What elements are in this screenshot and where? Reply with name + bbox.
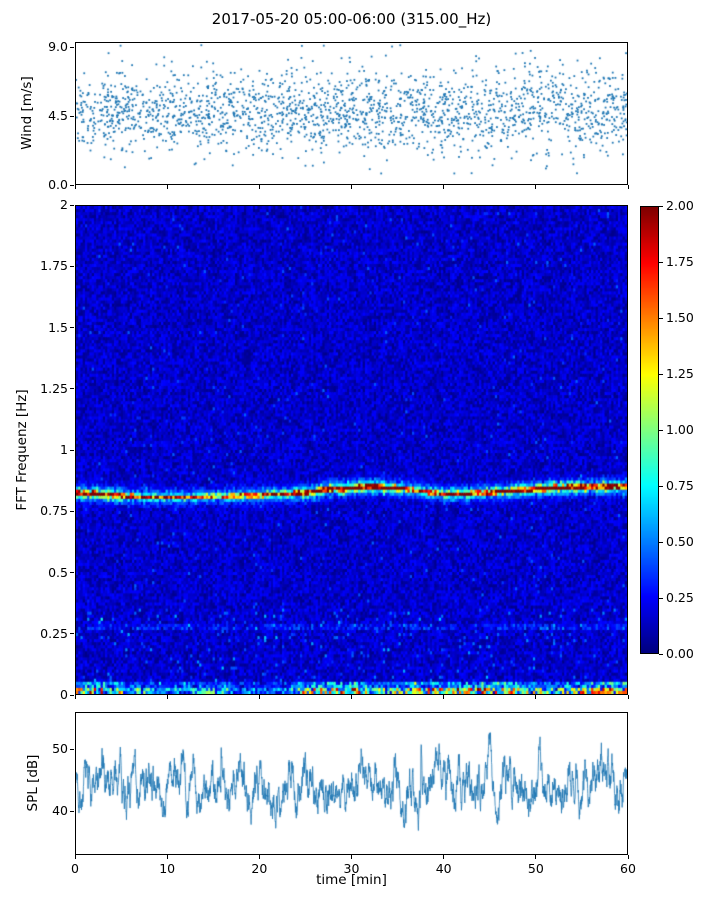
y-tick-mark	[70, 633, 74, 635]
spectrogram-canvas	[76, 206, 627, 694]
y-tick-label: 0.25	[40, 625, 68, 641]
colorbar-tick-label: 1.50	[666, 310, 694, 325]
x-axis-label: time [min]	[316, 872, 387, 888]
spl-line-panel	[75, 712, 628, 855]
y-tick-mark	[70, 115, 74, 117]
colorbar-tick-label: 1.00	[666, 422, 694, 437]
y-tick-label: 1.75	[40, 258, 68, 274]
y-tick-mark	[70, 810, 74, 812]
colorbar-tick-mark	[659, 485, 663, 487]
x-tick-label: 60	[620, 861, 636, 876]
colorbar-tick-mark	[659, 373, 663, 375]
y-tick-label: 1.5	[48, 319, 68, 335]
y-tick-mark	[70, 510, 74, 512]
x-tick-mark	[535, 855, 537, 859]
wind-scatter-panel	[75, 42, 628, 185]
y-tick-label: 1	[60, 442, 68, 457]
x-tick-mark	[351, 185, 352, 189]
x-tick-mark	[627, 185, 629, 189]
spectrogram-panel	[75, 205, 628, 695]
x-tick-mark	[166, 695, 168, 699]
y-tick-label: 9.0	[48, 39, 68, 55]
wind-scatter-canvas	[76, 43, 627, 184]
x-tick-label: 30	[343, 861, 360, 876]
y-tick-mark	[70, 748, 74, 750]
x-tick-mark	[166, 855, 168, 859]
colorbar-tick-label: 0.50	[666, 534, 694, 549]
x-tick-mark	[74, 185, 76, 189]
y-tick-mark	[70, 204, 74, 206]
colorbar-tick-mark	[659, 541, 663, 543]
y-tick-label: 1.25	[40, 380, 68, 396]
x-tick-mark	[74, 855, 76, 859]
colorbar-tick-label: 2.00	[666, 198, 694, 213]
y-tick-label: 2	[60, 197, 68, 212]
y-tick-label: 4.5	[48, 108, 68, 124]
colorbar-tick-mark	[659, 261, 663, 263]
colorbar-tick-label: 0.75	[666, 478, 694, 493]
colorbar-tick-label: 1.75	[666, 254, 694, 269]
colorbar-tick-mark	[659, 317, 663, 319]
y-tick-label: 50	[52, 741, 68, 757]
x-tick-mark	[535, 185, 537, 189]
x-tick-mark	[443, 855, 445, 859]
colorbar-tick-label: 0.25	[666, 590, 694, 605]
y-tick-mark	[70, 572, 74, 573]
x-tick-mark	[535, 695, 537, 699]
colorbar-tick-mark	[659, 205, 663, 207]
y-tick-label: 0.0	[48, 177, 68, 192]
x-tick-mark	[627, 695, 629, 699]
x-tick-mark	[74, 695, 76, 699]
x-tick-mark	[166, 185, 168, 189]
colorbar	[640, 206, 659, 654]
colorbar-tick-mark	[659, 653, 663, 655]
colorbar-canvas	[641, 207, 658, 653]
x-tick-mark	[627, 855, 629, 859]
x-tick-mark	[443, 185, 445, 189]
x-tick-mark	[443, 695, 445, 699]
x-tick-label: 50	[527, 861, 544, 876]
x-tick-mark	[258, 695, 260, 699]
colorbar-tick-label: 1.25	[666, 366, 694, 381]
y-tick-mark	[70, 449, 74, 451]
y-tick-label: 0.5	[48, 564, 68, 580]
y-tick-mark	[70, 184, 74, 186]
x-tick-mark	[258, 855, 260, 859]
y-tick-mark	[70, 265, 74, 267]
y-tick-label: 0.75	[40, 503, 68, 519]
figure-title: 2017-05-20 05:00-06:00 (315.00_Hz)	[211, 10, 492, 28]
colorbar-tick-mark	[659, 429, 663, 431]
x-tick-label: 20	[251, 861, 268, 876]
colorbar-tick-label: 0.00	[666, 646, 694, 661]
colorbar-tick-mark	[659, 597, 663, 599]
x-tick-label: 40	[435, 861, 452, 876]
x-tick-mark	[258, 185, 260, 189]
x-tick-mark	[351, 695, 352, 699]
y-tick-mark	[70, 388, 74, 390]
x-tick-label: 10	[159, 861, 176, 876]
x-tick-label: 0	[71, 861, 79, 876]
spl-line-canvas	[76, 713, 627, 854]
y-tick-mark	[70, 694, 74, 696]
y-tick-mark	[70, 327, 74, 328]
y-tick-label: 0	[60, 687, 68, 702]
x-tick-mark	[351, 855, 352, 859]
y-tick-label: 40	[52, 803, 68, 819]
y-tick-mark	[70, 46, 74, 48]
